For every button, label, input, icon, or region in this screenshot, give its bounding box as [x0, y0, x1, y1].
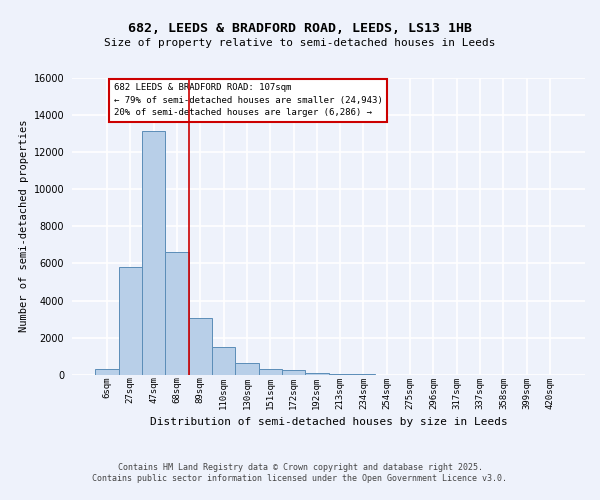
- Text: 682, LEEDS & BRADFORD ROAD, LEEDS, LS13 1HB: 682, LEEDS & BRADFORD ROAD, LEEDS, LS13 …: [128, 22, 472, 36]
- Bar: [235, 363, 259, 375]
- Bar: [212, 348, 235, 375]
- Bar: [165, 252, 188, 375]
- Text: Contains public sector information licensed under the Open Government Licence v3: Contains public sector information licen…: [92, 474, 508, 483]
- Bar: [305, 372, 329, 375]
- Bar: [259, 369, 282, 375]
- Text: Contains HM Land Registry data © Crown copyright and database right 2025.: Contains HM Land Registry data © Crown c…: [118, 462, 482, 471]
- Bar: [142, 132, 165, 375]
- Bar: [188, 318, 212, 375]
- Text: Size of property relative to semi-detached houses in Leeds: Size of property relative to semi-detach…: [104, 38, 496, 48]
- Bar: [329, 374, 352, 375]
- Bar: [95, 369, 119, 375]
- Bar: [119, 267, 142, 375]
- Text: 682 LEEDS & BRADFORD ROAD: 107sqm
← 79% of semi-detached houses are smaller (24,: 682 LEEDS & BRADFORD ROAD: 107sqm ← 79% …: [114, 83, 383, 117]
- X-axis label: Distribution of semi-detached houses by size in Leeds: Distribution of semi-detached houses by …: [149, 417, 508, 427]
- Bar: [282, 370, 305, 375]
- Bar: [352, 374, 375, 375]
- Y-axis label: Number of semi-detached properties: Number of semi-detached properties: [19, 120, 29, 332]
